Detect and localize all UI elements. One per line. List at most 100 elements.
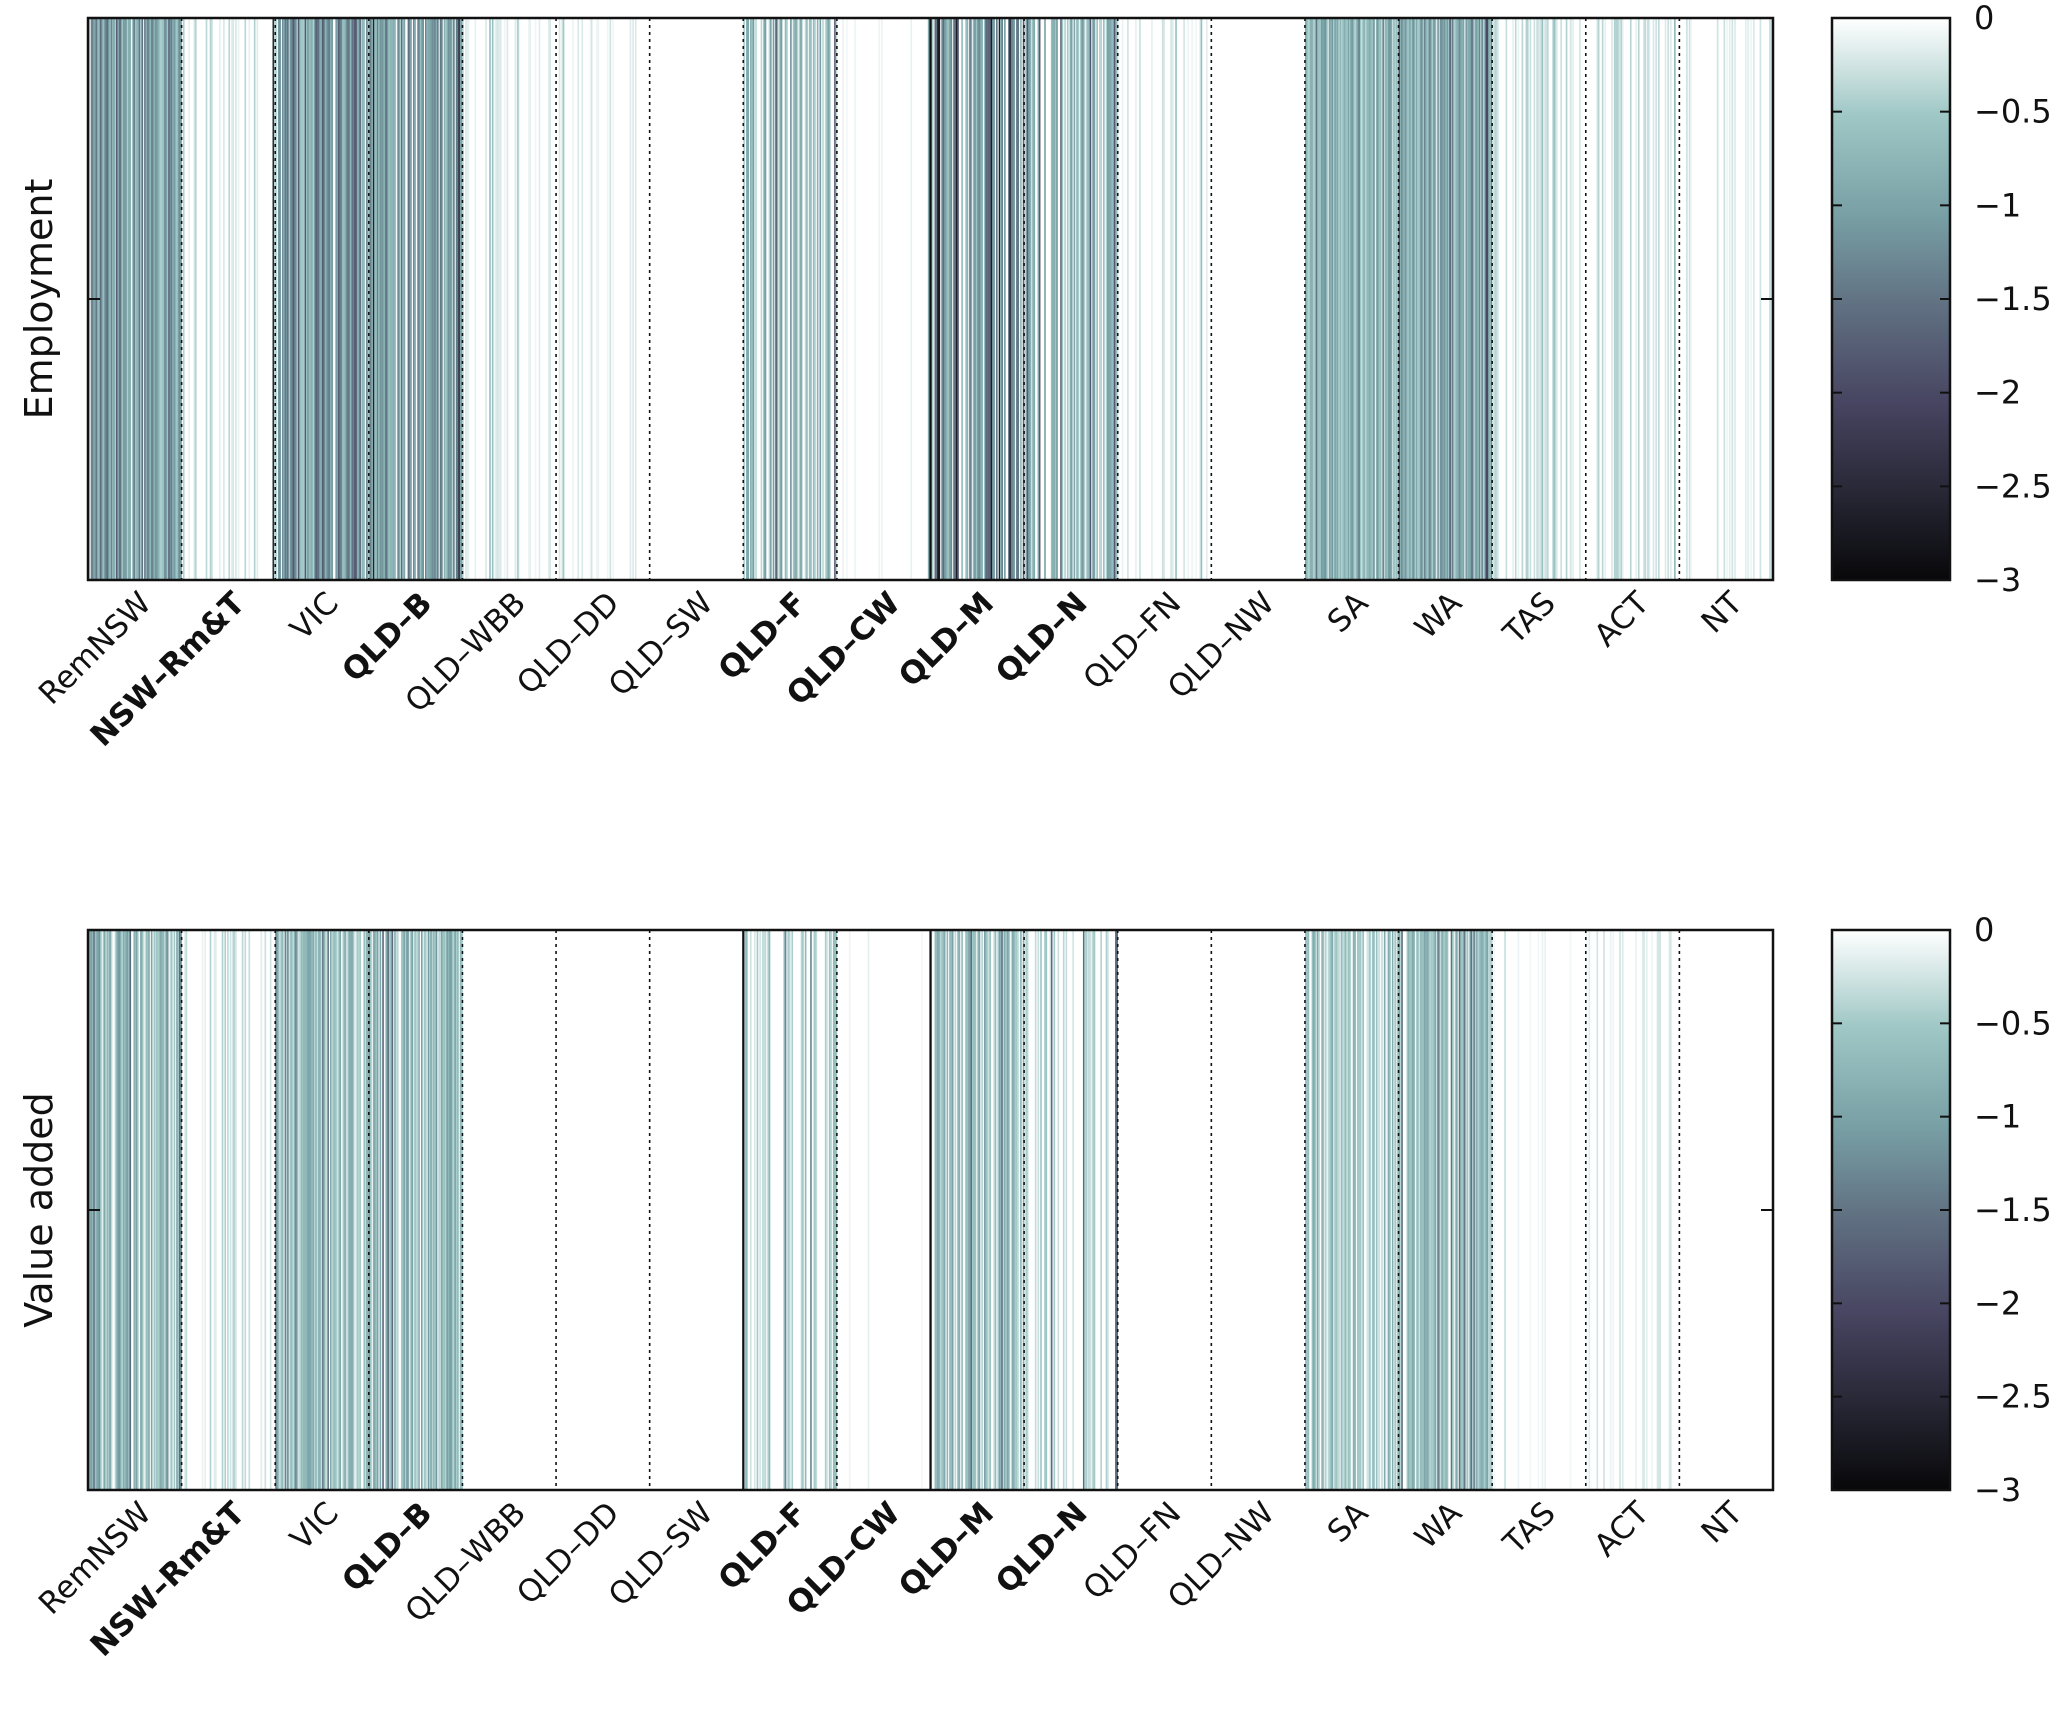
heatmap-cell xyxy=(128,18,130,580)
heatmap-cell xyxy=(194,18,197,580)
heatmap-cell xyxy=(235,18,237,580)
x-tick-label: SA xyxy=(1321,1495,1376,1550)
heatmap-cell xyxy=(558,18,561,580)
heatmap-cell xyxy=(846,18,848,580)
heatmap-cell xyxy=(1469,930,1472,1490)
heatmap-cell xyxy=(969,930,971,1490)
heatmap-cell xyxy=(828,18,831,580)
heatmap-cell xyxy=(800,18,803,580)
heatmap-cell xyxy=(380,18,383,580)
heatmap-cell xyxy=(414,930,416,1490)
heatmap-cell xyxy=(1357,18,1359,580)
heatmap-cell xyxy=(1367,930,1370,1490)
heatmap-cell xyxy=(597,18,600,580)
heatmap-cell xyxy=(1488,930,1490,1490)
colorbar-tick-label: 0 xyxy=(1974,0,1994,37)
heatmap-cell xyxy=(407,930,410,1490)
heatmap-cell xyxy=(169,930,172,1490)
heatmap-cell xyxy=(943,930,946,1490)
heatmap-cell xyxy=(441,930,443,1490)
heatmap-cell xyxy=(988,18,990,580)
heatmap-cell xyxy=(1604,18,1607,580)
heatmap-cell xyxy=(301,18,304,580)
heatmap-cell xyxy=(105,930,108,1490)
heatmap-cell xyxy=(1389,930,1391,1490)
heatmap-cell xyxy=(1308,18,1311,580)
heatmap-cell xyxy=(223,18,225,580)
heatmap-cell xyxy=(1429,930,1431,1490)
heatmap-cell xyxy=(429,930,431,1490)
heatmap-cell xyxy=(304,18,307,580)
heatmap-cell xyxy=(1398,930,1401,1490)
heatmap-cell xyxy=(981,18,983,580)
heatmap-cell xyxy=(1389,18,1391,580)
x-tick-label: TAS xyxy=(1496,1495,1563,1562)
heatmap-cell xyxy=(562,18,565,580)
heatmap-cell xyxy=(431,18,434,580)
heatmap-cell xyxy=(1421,930,1423,1490)
heatmap-cell xyxy=(331,930,334,1490)
heatmap-cell xyxy=(177,18,180,580)
heatmap-cell xyxy=(1647,18,1649,580)
heatmap-cell xyxy=(1615,18,1617,580)
heatmap-cell xyxy=(447,18,450,580)
heatmap-cell xyxy=(1056,18,1058,580)
heatmap-cell xyxy=(283,18,285,580)
heatmap-cell xyxy=(1386,18,1389,580)
heatmap-cell xyxy=(1569,18,1572,580)
heatmap-cell xyxy=(763,930,765,1490)
heatmap-cell xyxy=(1619,930,1621,1490)
heatmap-cell xyxy=(1643,930,1645,1490)
heatmap-cell xyxy=(332,930,335,1490)
heatmap-cell xyxy=(1621,930,1624,1490)
heatmap-cell xyxy=(489,18,491,580)
heatmap-cell xyxy=(1486,18,1489,580)
heatmap-cell xyxy=(1355,18,1358,580)
heatmap-cell xyxy=(1433,18,1435,580)
heatmap-cell xyxy=(227,930,229,1490)
heatmap-cell xyxy=(215,930,217,1490)
heatmap-cell xyxy=(1316,18,1319,580)
heatmap-cell xyxy=(1601,18,1604,580)
heatmap-cell xyxy=(1073,18,1076,580)
heatmap-cell xyxy=(596,18,598,580)
heatmap-cell xyxy=(1115,18,1117,580)
heatmap-cell xyxy=(1029,18,1032,580)
heatmap-cell xyxy=(399,18,402,580)
heatmap-cell xyxy=(158,18,161,580)
heatmap-cell xyxy=(1422,18,1425,580)
heatmap-cell xyxy=(122,18,125,580)
heatmap-cell xyxy=(326,930,328,1490)
heatmap-cell xyxy=(402,930,404,1490)
heatmap-cell xyxy=(747,18,749,580)
heatmap-cell xyxy=(950,18,953,580)
heatmap-cell xyxy=(1493,930,1496,1490)
heatmap-cell xyxy=(118,930,121,1490)
heatmap-cell xyxy=(1477,930,1480,1490)
heatmap-cell xyxy=(1641,930,1644,1490)
heatmap-cell xyxy=(768,18,771,580)
heatmap-cell xyxy=(1082,18,1085,580)
heatmap-cell xyxy=(1009,18,1012,580)
heatmap-cell xyxy=(1484,18,1486,580)
heatmap-cell xyxy=(1342,930,1345,1490)
heatmap-cell xyxy=(1330,930,1332,1490)
heatmap-cell xyxy=(1353,930,1355,1490)
heatmap-cell xyxy=(165,930,168,1490)
heatmap-cell xyxy=(795,18,798,580)
heatmap-cell xyxy=(1747,18,1750,580)
heatmap-cell xyxy=(442,930,445,1490)
heatmap-cell xyxy=(1537,930,1540,1490)
heatmap-cell xyxy=(371,18,374,580)
heatmap-cell xyxy=(998,18,1001,580)
heatmap-cell xyxy=(979,18,982,580)
heatmap-cell xyxy=(954,18,957,580)
heatmap-cell xyxy=(314,930,316,1490)
heatmap-cell xyxy=(828,930,831,1490)
heatmap-cell xyxy=(1311,930,1314,1490)
heatmap-cell xyxy=(792,18,795,580)
heatmap-cell xyxy=(396,18,399,580)
heatmap-cell xyxy=(1431,18,1434,580)
heatmap-cell xyxy=(955,18,958,580)
heatmap-cell xyxy=(993,930,995,1490)
